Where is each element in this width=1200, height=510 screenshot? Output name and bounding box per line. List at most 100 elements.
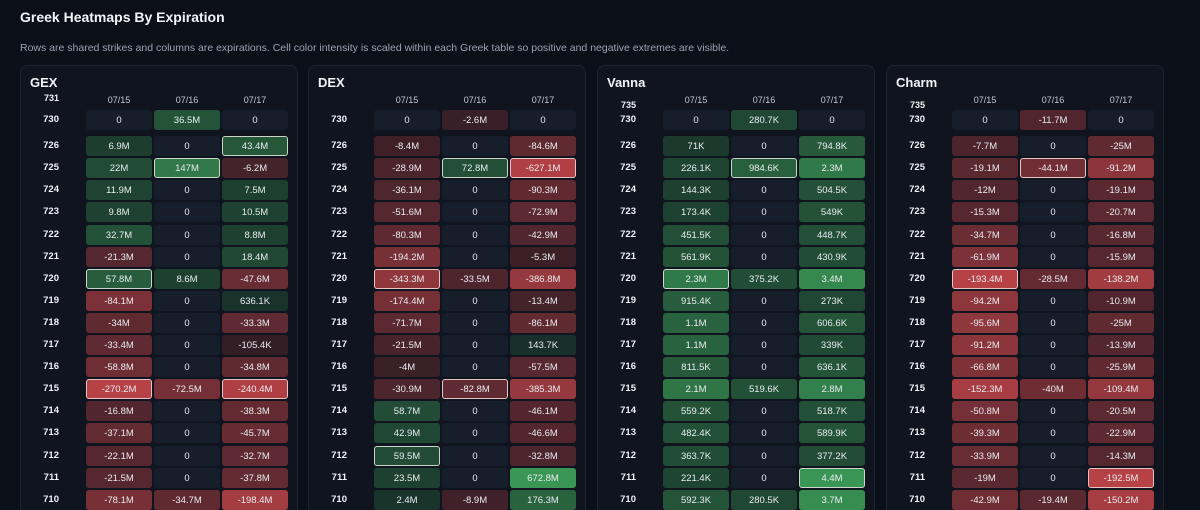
heatmap-cell[interactable]: 0	[1020, 224, 1086, 245]
heatmap-cell[interactable]: -16.8M	[86, 401, 152, 422]
heatmap-cell[interactable]: 0	[1020, 445, 1086, 466]
heatmap-cell[interactable]: -50.8M	[952, 401, 1018, 422]
heatmap-cell[interactable]: 8.8M	[222, 224, 288, 245]
heatmap-cell[interactable]: -20.5M	[1088, 401, 1154, 422]
heatmap-cell[interactable]: 0	[442, 312, 508, 333]
heatmap-cell[interactable]: 0	[1020, 467, 1086, 488]
heatmap-cell[interactable]: -11.7M	[1020, 110, 1086, 130]
heatmap-cell[interactable]: -2.6M	[442, 110, 508, 130]
heatmap-cell[interactable]: -71.7M	[374, 312, 440, 333]
heatmap-cell[interactable]: 72.8M	[442, 158, 508, 179]
heatmap-cell[interactable]: 377.2K	[799, 445, 865, 466]
heatmap-cell[interactable]: -94.2M	[952, 290, 1018, 311]
heatmap-cell[interactable]: 0	[154, 224, 220, 245]
heatmap-cell[interactable]: 226.1K	[663, 158, 729, 179]
heatmap-cell[interactable]: 1.1M	[663, 335, 729, 355]
heatmap-cell[interactable]: -33.4M	[86, 335, 152, 355]
heatmap-cell[interactable]: 0	[731, 246, 797, 267]
heatmap-cell[interactable]: 636.1K	[799, 357, 865, 378]
heatmap-cell[interactable]: 0	[1020, 202, 1086, 223]
heatmap-cell[interactable]: -14.3M	[1088, 445, 1154, 466]
heatmap-cell[interactable]: -57.5M	[510, 357, 576, 378]
heatmap-cell[interactable]: 71K	[663, 136, 729, 157]
heatmap-cell[interactable]: -270.2M	[86, 379, 152, 400]
heatmap-cell[interactable]: 636.1K	[222, 290, 288, 311]
heatmap-cell[interactable]: -6.2M	[222, 158, 288, 179]
heatmap-cell[interactable]: -105.4K	[222, 335, 288, 355]
heatmap-cell[interactable]: -19.1M	[952, 158, 1018, 179]
heatmap-cell[interactable]: -34.7M	[154, 489, 220, 510]
heatmap-cell[interactable]: 0	[154, 202, 220, 223]
heatmap-cell[interactable]: 7.5M	[222, 180, 288, 201]
heatmap-cell[interactable]: 0	[154, 290, 220, 311]
heatmap-cell[interactable]: -21.5M	[374, 335, 440, 355]
heatmap-cell[interactable]: 0	[374, 110, 440, 130]
heatmap-cell[interactable]: 4.4M	[799, 467, 865, 488]
heatmap-cell[interactable]: -42.9M	[952, 489, 1018, 510]
heatmap-cell[interactable]: 0	[442, 224, 508, 245]
heatmap-cell[interactable]: 1.1M	[663, 312, 729, 333]
heatmap-cell[interactable]: 8.6M	[154, 268, 220, 289]
heatmap-cell[interactable]: -25M	[1088, 136, 1154, 157]
heatmap-cell[interactable]: -84.6M	[510, 136, 576, 157]
heatmap-cell[interactable]: -138.2M	[1088, 268, 1154, 289]
heatmap-cell[interactable]: 0	[731, 224, 797, 245]
heatmap-cell[interactable]: 363.7K	[663, 445, 729, 466]
heatmap-cell[interactable]: 0	[442, 335, 508, 355]
heatmap-cell[interactable]: 22M	[86, 158, 152, 179]
heatmap-cell[interactable]: -8.9M	[442, 489, 508, 510]
heatmap-cell[interactable]: -58.8M	[86, 357, 152, 378]
heatmap-cell[interactable]: -19M	[952, 467, 1018, 488]
heatmap-cell[interactable]: -13.4M	[510, 290, 576, 311]
heatmap-cell[interactable]: 143.7K	[510, 335, 576, 355]
heatmap-cell[interactable]: 0	[1088, 110, 1154, 130]
heatmap-cell[interactable]: 3.4M	[799, 268, 865, 289]
heatmap-cell[interactable]: -21.5M	[86, 467, 152, 488]
heatmap-cell[interactable]: -37.1M	[86, 423, 152, 444]
heatmap-cell[interactable]: -109.4M	[1088, 379, 1154, 400]
heatmap-cell[interactable]: 0	[1020, 246, 1086, 267]
heatmap-cell[interactable]: 0	[731, 290, 797, 311]
heatmap-cell[interactable]: -5.3M	[510, 246, 576, 267]
heatmap-cell[interactable]: 0	[1020, 290, 1086, 311]
heatmap-cell[interactable]: 811.5K	[663, 357, 729, 378]
heatmap-cell[interactable]: -7.7M	[952, 136, 1018, 157]
heatmap-cell[interactable]: -86.1M	[510, 312, 576, 333]
heatmap-cell[interactable]: -61.9M	[952, 246, 1018, 267]
heatmap-cell[interactable]: 984.6K	[731, 158, 797, 179]
heatmap-cell[interactable]: 0	[442, 423, 508, 444]
heatmap-cell[interactable]: 144.3K	[663, 180, 729, 201]
heatmap-cell[interactable]: -193.4M	[952, 268, 1018, 289]
heatmap-cell[interactable]: 0	[663, 110, 729, 130]
heatmap-cell[interactable]: -21.3M	[86, 246, 152, 267]
heatmap-cell[interactable]: -152.3M	[952, 379, 1018, 400]
heatmap-cell[interactable]: 0	[799, 110, 865, 130]
heatmap-cell[interactable]: -192.5M	[1088, 467, 1154, 488]
heatmap-cell[interactable]: -25M	[1088, 312, 1154, 333]
heatmap-cell[interactable]: 915.4K	[663, 290, 729, 311]
heatmap-cell[interactable]: 36.5M	[154, 110, 220, 130]
heatmap-cell[interactable]: -194.2M	[374, 246, 440, 267]
heatmap-cell[interactable]: -19.1M	[1088, 180, 1154, 201]
heatmap-cell[interactable]: -12M	[952, 180, 1018, 201]
heatmap-cell[interactable]: -36.1M	[374, 180, 440, 201]
heatmap-cell[interactable]: 0	[442, 202, 508, 223]
heatmap-cell[interactable]: 0	[442, 136, 508, 157]
heatmap-cell[interactable]: 0	[154, 136, 220, 157]
heatmap-cell[interactable]: 0	[731, 423, 797, 444]
heatmap-cell[interactable]: 18.4M	[222, 246, 288, 267]
heatmap-cell[interactable]: -82.8M	[442, 379, 508, 400]
heatmap-cell[interactable]: -15.9M	[1088, 246, 1154, 267]
heatmap-cell[interactable]: -44.1M	[1020, 158, 1086, 179]
heatmap-cell[interactable]: 43.4M	[222, 136, 288, 157]
heatmap-cell[interactable]: -91.2M	[952, 335, 1018, 355]
heatmap-cell[interactable]: 280.7K	[731, 110, 797, 130]
heatmap-cell[interactable]: 0	[154, 357, 220, 378]
heatmap-cell[interactable]: -38.3M	[222, 401, 288, 422]
heatmap-cell[interactable]: 0	[154, 246, 220, 267]
heatmap-cell[interactable]: 549K	[799, 202, 865, 223]
heatmap-cell[interactable]: -34.7M	[952, 224, 1018, 245]
heatmap-cell[interactable]: -343.3M	[374, 268, 440, 289]
heatmap-cell[interactable]: -42.9M	[510, 224, 576, 245]
heatmap-cell[interactable]: -30.9M	[374, 379, 440, 400]
